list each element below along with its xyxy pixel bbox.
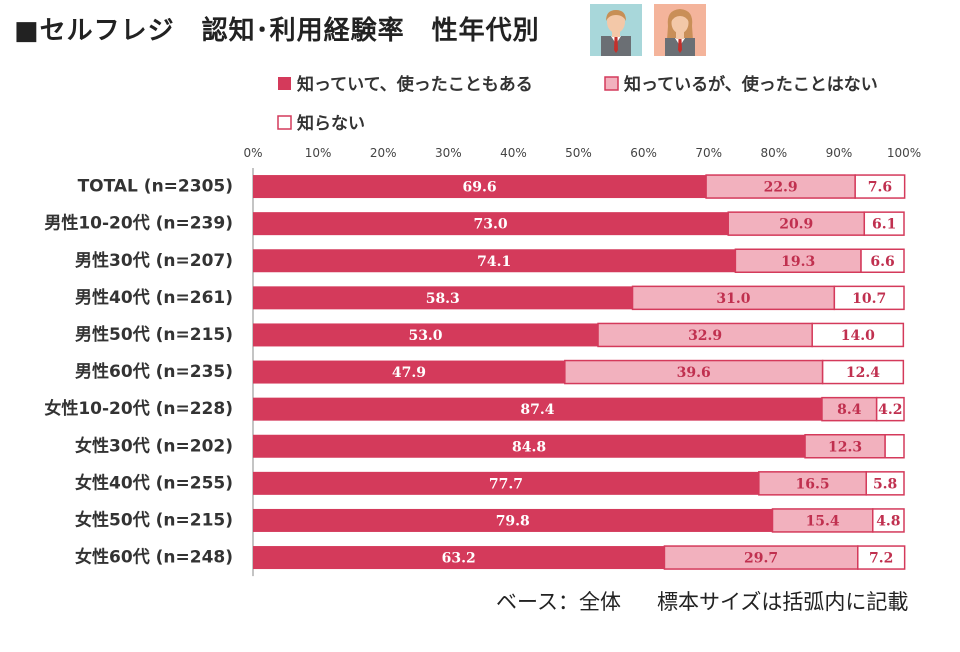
data-label: 12.3 <box>828 439 862 455</box>
x-tick-label: 100% <box>887 146 921 160</box>
category-label: 男性50代 (n=215) <box>75 324 233 345</box>
data-label: 79.8 <box>496 513 530 529</box>
data-label: 69.6 <box>462 180 496 196</box>
data-label: 53.0 <box>408 328 442 344</box>
bar-segment-3 <box>857 545 906 570</box>
category-label: 女性40代 (n=255) <box>75 472 233 493</box>
category-label: 女性60代 (n=248) <box>75 547 233 568</box>
footnote-base: ベース：全体 <box>496 590 621 614</box>
bar-segment-1 <box>253 323 599 347</box>
x-tick-label: 80% <box>760 146 787 160</box>
category-label: 男性30代 (n=207) <box>75 250 233 271</box>
data-label: 74.1 <box>477 254 511 270</box>
legend-swatch-1 <box>278 77 291 90</box>
legend-label-3: 知らない <box>296 113 365 134</box>
bar-segment-3 <box>860 248 905 273</box>
legend-label-2: 知っているが、使ったことはない <box>623 74 878 95</box>
data-label: 16.5 <box>795 476 829 492</box>
data-label: 5.8 <box>873 476 897 492</box>
bar-segment-3 <box>811 322 905 348</box>
data-label: 12.4 <box>846 365 880 381</box>
data-label: 7.6 <box>868 180 892 196</box>
category-label: 女性50代 (n=215) <box>75 509 233 530</box>
data-label: 47.9 <box>392 365 426 381</box>
bar-segment-1 <box>253 471 759 495</box>
data-label: 58.3 <box>426 291 460 307</box>
data-label: 10.7 <box>852 291 886 307</box>
bar-segment-3 <box>854 174 906 199</box>
bar-segment-1 <box>253 212 729 236</box>
bar-segment-1 <box>253 175 707 199</box>
x-tick-label: 20% <box>370 146 397 160</box>
data-label: 15.4 <box>806 513 840 529</box>
bar-segment-1 <box>253 360 565 384</box>
legend-swatch-3 <box>277 115 292 130</box>
data-label: 31.0 <box>716 291 750 307</box>
data-label: 6.6 <box>870 254 894 270</box>
chart-title: ■セルフレジ 認知･利用経験率 性年代別 <box>14 16 540 46</box>
legend-label-1: 知っていて、使ったこともある <box>296 74 533 95</box>
bar-segment-1 <box>253 434 806 458</box>
category-label: TOTAL (n=2305) <box>78 177 233 197</box>
bar-segment-3 <box>884 434 905 459</box>
bar-segment-1 <box>253 286 633 310</box>
bar-segment-3 <box>821 359 905 385</box>
data-label: 87.4 <box>520 402 554 418</box>
x-tick-label: 40% <box>500 146 527 160</box>
woman-avatar-icon <box>654 4 706 56</box>
category-label: 女性30代 (n=202) <box>75 435 233 456</box>
data-label: 20.9 <box>779 217 813 233</box>
data-label: 32.9 <box>688 328 722 344</box>
data-label: 84.8 <box>512 439 546 455</box>
bar-segment-3 <box>833 285 905 311</box>
data-label: 63.2 <box>442 551 476 567</box>
data-label: 77.7 <box>489 476 523 492</box>
data-label: 73.0 <box>474 217 508 233</box>
bar-segment-1 <box>253 397 822 421</box>
data-label: 6.1 <box>872 217 896 233</box>
data-label: 7.2 <box>869 551 893 567</box>
data-label: 22.9 <box>764 180 798 196</box>
data-label: 19.3 <box>781 254 815 270</box>
footnote-sample-size: 標本サイズは括弧内に記載 <box>656 590 909 614</box>
bar-segment-1 <box>253 508 773 532</box>
data-label: 4.8 <box>876 513 900 529</box>
x-tick-label: 90% <box>826 146 853 160</box>
x-tick-label: 70% <box>695 146 722 160</box>
legend-swatch-2 <box>604 76 619 91</box>
x-tick-label: 60% <box>630 146 657 160</box>
bar-segment-1 <box>253 249 736 273</box>
bar-segment-3 <box>865 471 905 496</box>
category-label: 男性60代 (n=235) <box>75 361 233 382</box>
x-tick-label: 50% <box>565 146 592 160</box>
category-label: 男性40代 (n=261) <box>75 287 233 308</box>
data-label: 29.7 <box>744 551 778 567</box>
footnote: ベース：全体 標本サイズは括弧内に記載 <box>496 586 908 616</box>
bar-segment-3 <box>872 508 905 533</box>
bar-segment-1 <box>253 546 665 570</box>
data-label: 8.4 <box>837 402 862 418</box>
x-tick-label: 10% <box>305 146 332 160</box>
category-label: 男性10-20代 (n=239) <box>44 213 233 234</box>
bar-segment-3 <box>863 211 905 236</box>
data-label: 4.2 <box>878 402 902 418</box>
bar-segment-3 <box>875 396 905 422</box>
x-tick-label: 30% <box>435 146 462 160</box>
category-label: 女性10-20代 (n=228) <box>44 398 233 419</box>
data-label: 39.6 <box>677 365 711 381</box>
data-label: 14.0 <box>841 328 875 344</box>
man-avatar-icon <box>590 4 642 56</box>
x-tick-label: 0% <box>243 146 262 160</box>
